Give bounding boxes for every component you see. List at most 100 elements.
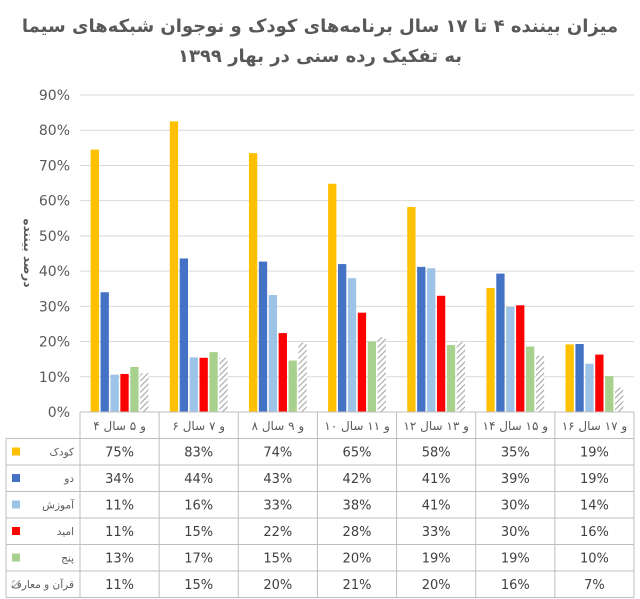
data-value-label: 38% <box>343 499 372 514</box>
bar <box>506 307 515 412</box>
category-label: ۱۴ و ۱۵ سال <box>483 419 548 434</box>
data-value-label: 41% <box>422 472 451 487</box>
bar <box>456 341 466 412</box>
bar <box>367 341 376 412</box>
bar <box>535 355 545 412</box>
bar <box>169 121 179 413</box>
bar <box>90 149 99 412</box>
bar <box>446 345 456 412</box>
data-value-label: 13% <box>105 552 134 567</box>
y-tick-label: 10% <box>39 370 70 386</box>
data-value-label: 33% <box>422 525 451 540</box>
data-value-label: 15% <box>184 525 213 540</box>
category-label: ۱۶ و ۱۷ سال <box>562 419 627 434</box>
y-tick-label: 90% <box>39 88 70 104</box>
legend-swatch <box>12 580 20 588</box>
bar <box>595 354 604 412</box>
bar <box>248 153 258 412</box>
data-value-label: 41% <box>422 499 451 514</box>
y-tick-label: 60% <box>39 194 70 210</box>
data-value-label: 16% <box>580 525 609 540</box>
data-value-label: 19% <box>580 472 609 487</box>
data-value-label: 74% <box>263 446 292 461</box>
bar <box>140 373 149 412</box>
bar <box>407 207 416 412</box>
y-tick-label: 70% <box>39 158 70 174</box>
legend-swatch <box>12 474 20 482</box>
data-value-label: 44% <box>184 472 213 487</box>
data-value-label: 30% <box>501 499 530 514</box>
bar <box>209 352 218 412</box>
legend-label: آموزش <box>42 499 75 512</box>
y-tick-label: 0% <box>48 405 70 421</box>
data-value-label: 17% <box>184 552 213 567</box>
bar <box>268 295 278 412</box>
bar <box>605 376 614 412</box>
bar <box>427 268 436 412</box>
legend-label: قرآن و معارف <box>11 578 74 591</box>
bar <box>278 333 287 412</box>
y-tick-label: 40% <box>39 264 70 280</box>
data-value-label: 15% <box>263 552 292 567</box>
data-value-label: 11% <box>105 525 134 540</box>
bar <box>219 357 228 412</box>
bar <box>585 363 594 412</box>
bar <box>298 342 307 412</box>
legend-swatch <box>12 553 20 562</box>
category-label: ۱۲ و ۱۳ سال <box>403 419 468 434</box>
legend-label: امید <box>57 526 74 538</box>
data-value-label: 43% <box>263 472 292 487</box>
data-value-label: 33% <box>263 499 292 514</box>
data-value-label: 75% <box>105 446 134 461</box>
bar <box>357 312 367 412</box>
bar <box>120 373 129 412</box>
bar <box>516 305 525 412</box>
data-value-label: 20% <box>422 578 451 593</box>
chart-title: میزان بیننده ۴ تا ۱۷ سال برنامه‌های کودک… <box>21 16 619 37</box>
category-label: ۴ و ۵ سال <box>93 419 146 434</box>
bar <box>258 261 268 412</box>
bar <box>100 292 109 412</box>
data-value-label: 16% <box>184 499 213 514</box>
bar <box>575 344 584 412</box>
bar <box>615 387 624 412</box>
bar <box>377 337 386 412</box>
legend-swatch <box>12 447 20 456</box>
y-tick-label: 30% <box>39 299 70 315</box>
data-value-label: 83% <box>184 446 213 461</box>
data-value-label: 22% <box>263 525 292 540</box>
bar <box>179 258 189 412</box>
bar <box>338 264 347 412</box>
bar <box>288 360 297 412</box>
bar <box>525 346 535 412</box>
data-value-label: 10% <box>580 552 609 567</box>
data-value-label: 7% <box>584 578 605 593</box>
y-tick-label: 50% <box>39 229 70 245</box>
y-tick-label: 20% <box>39 335 70 351</box>
bar <box>130 366 139 412</box>
data-value-label: 20% <box>263 578 292 593</box>
data-value-label: 19% <box>580 446 609 461</box>
bar <box>436 295 446 412</box>
bar <box>347 278 357 412</box>
bar <box>496 273 505 412</box>
data-value-label: 19% <box>501 552 530 567</box>
legend-swatch <box>12 527 20 535</box>
data-value-label: 65% <box>343 446 372 461</box>
data-value-label: 11% <box>105 499 134 514</box>
data-value-label: 58% <box>422 446 451 461</box>
bar <box>189 357 198 412</box>
data-value-label: 15% <box>184 578 213 593</box>
legend-label: دو <box>63 473 74 485</box>
data-value-label: 20% <box>343 552 372 567</box>
data-value-label: 14% <box>580 499 609 514</box>
bar <box>417 266 426 412</box>
y-axis-label: درصد بیننده <box>21 219 35 288</box>
y-tick-label: 80% <box>39 123 70 139</box>
legend-swatch <box>12 500 20 509</box>
category-label: ۸ و ۹ سال <box>252 419 305 434</box>
data-value-label: 16% <box>501 578 530 593</box>
data-value-label: 42% <box>343 472 372 487</box>
